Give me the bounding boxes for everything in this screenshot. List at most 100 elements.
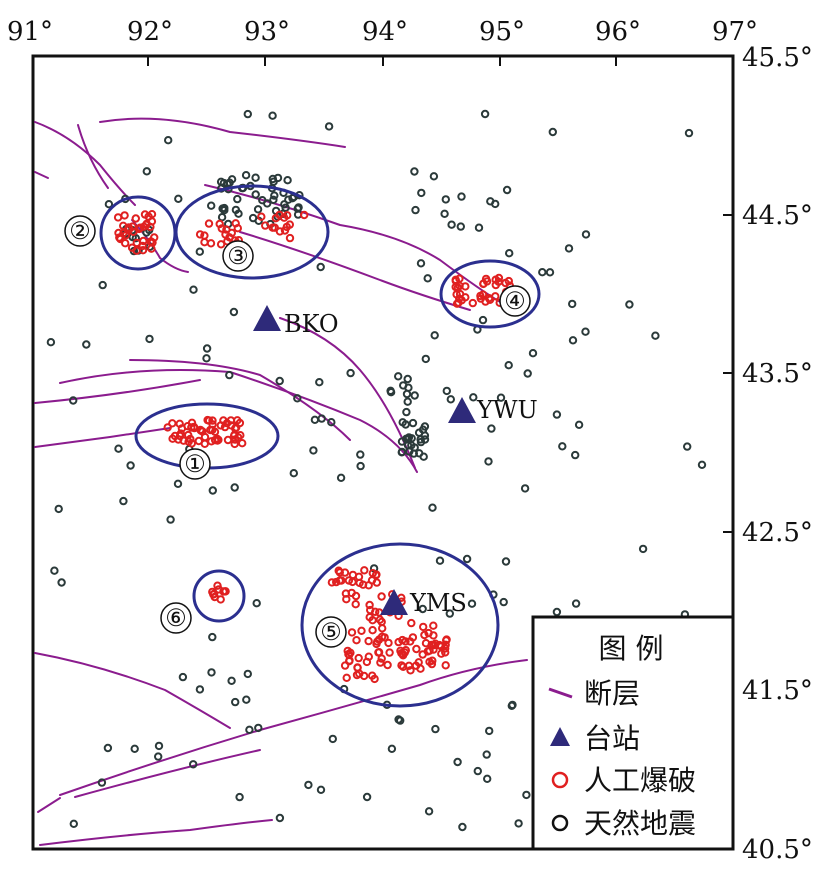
explosion-point [195,230,205,239]
earthquake-point [82,340,91,349]
earthquake-point [103,743,113,753]
explosion-point [407,618,416,628]
earthquake-point [130,744,139,753]
explosion-point [187,418,197,427]
lon-tick-label: 96° [595,17,641,47]
earthquake-point [408,418,418,428]
explosion-point [455,274,464,283]
earthquake-point [242,695,251,704]
earthquake-point [417,188,426,198]
earthquake-point [574,420,584,429]
earthquake-point [251,173,260,182]
fault-line [34,379,201,404]
earthquake-point [195,247,205,256]
explosion-point [345,657,354,666]
earthquake-point [394,372,403,381]
explosion-point [431,639,440,648]
explosion-point [216,421,226,430]
explosion-point [271,214,280,223]
earthquake-point [522,790,531,800]
explosion-point [146,237,155,246]
explosion-point [285,233,295,243]
earthquake-point [294,203,303,212]
explosion-circle-icon [551,771,569,789]
earthquake-point [174,194,183,204]
earthquake-point [98,280,107,290]
explosion-point [213,434,222,443]
legend-title: 图 例 [599,632,664,665]
explosion-point [200,439,210,448]
explosion-point [457,296,466,305]
explosion-point [327,578,337,587]
explosion-point [352,636,361,645]
fault-line [34,171,49,179]
explosion-point [209,590,218,599]
legend-box [531,615,735,851]
explosion-point [235,418,245,428]
fault-line [279,317,416,469]
earthquake-point [458,822,467,832]
explosion-point [378,624,387,633]
region-ellipse-5 [300,542,500,708]
earthquake-point [243,669,253,679]
earthquake-point [315,378,324,387]
earthquake-point [501,557,511,566]
earthquake-point [324,122,334,131]
earthquake-point [416,437,426,447]
explosion-point [221,587,230,596]
explosion-point [384,638,393,648]
explosion-point [208,425,217,435]
station-triangle-icon [448,397,476,423]
stations: BKO YWU YMS [253,305,538,617]
earthquake-point [487,424,496,433]
earthquake-point [251,190,260,199]
explosion-point [282,222,291,232]
explosion-point [231,219,240,228]
earthquake-point [225,370,234,380]
region-label-text: ① [184,450,206,478]
fault-line-icon [548,687,573,699]
earthquake-point [46,338,56,347]
earthquake-point [275,813,285,823]
earthquake-point [548,127,557,137]
explosion-point [358,580,368,589]
earthquake-point [483,774,492,783]
explosion-point [132,238,142,248]
explosion-point [198,427,207,436]
earthquake-point [217,213,227,222]
earthquake-point [231,697,240,707]
earthquake-point [684,128,694,138]
explosion-point [401,637,410,646]
earthquake-point [126,461,135,470]
fault-line [77,124,109,189]
explosion-point [367,576,377,585]
explosion-point [347,588,356,598]
earthquake-point [545,268,555,277]
earthquake-point [467,599,477,608]
explosion-point [451,275,460,284]
earthquake-point [571,599,581,608]
earthquake-point [625,300,634,309]
region-ellipse-4 [439,259,541,329]
earthquake-point [429,172,439,181]
explosion-point [344,650,353,659]
earthquake-point [423,274,432,283]
explosion-point [335,568,344,577]
earthquake-point [269,195,278,205]
earthquake-point [514,819,523,828]
explosion-point [168,419,177,428]
explosion-point [119,229,128,238]
explosion-point [189,422,199,432]
earthquake-point [399,381,408,390]
fault-line [39,819,273,846]
earthquake-point [410,443,419,452]
explosion-point [408,633,418,642]
explosion-point [357,626,366,635]
region-label-text: ② [69,217,91,245]
earthquake-point [441,195,450,204]
earthquake-point [505,249,514,258]
earthquake-point [234,209,243,218]
earthquake-point [54,504,63,514]
explosion-point [238,439,247,448]
earthquake-point [254,723,263,733]
